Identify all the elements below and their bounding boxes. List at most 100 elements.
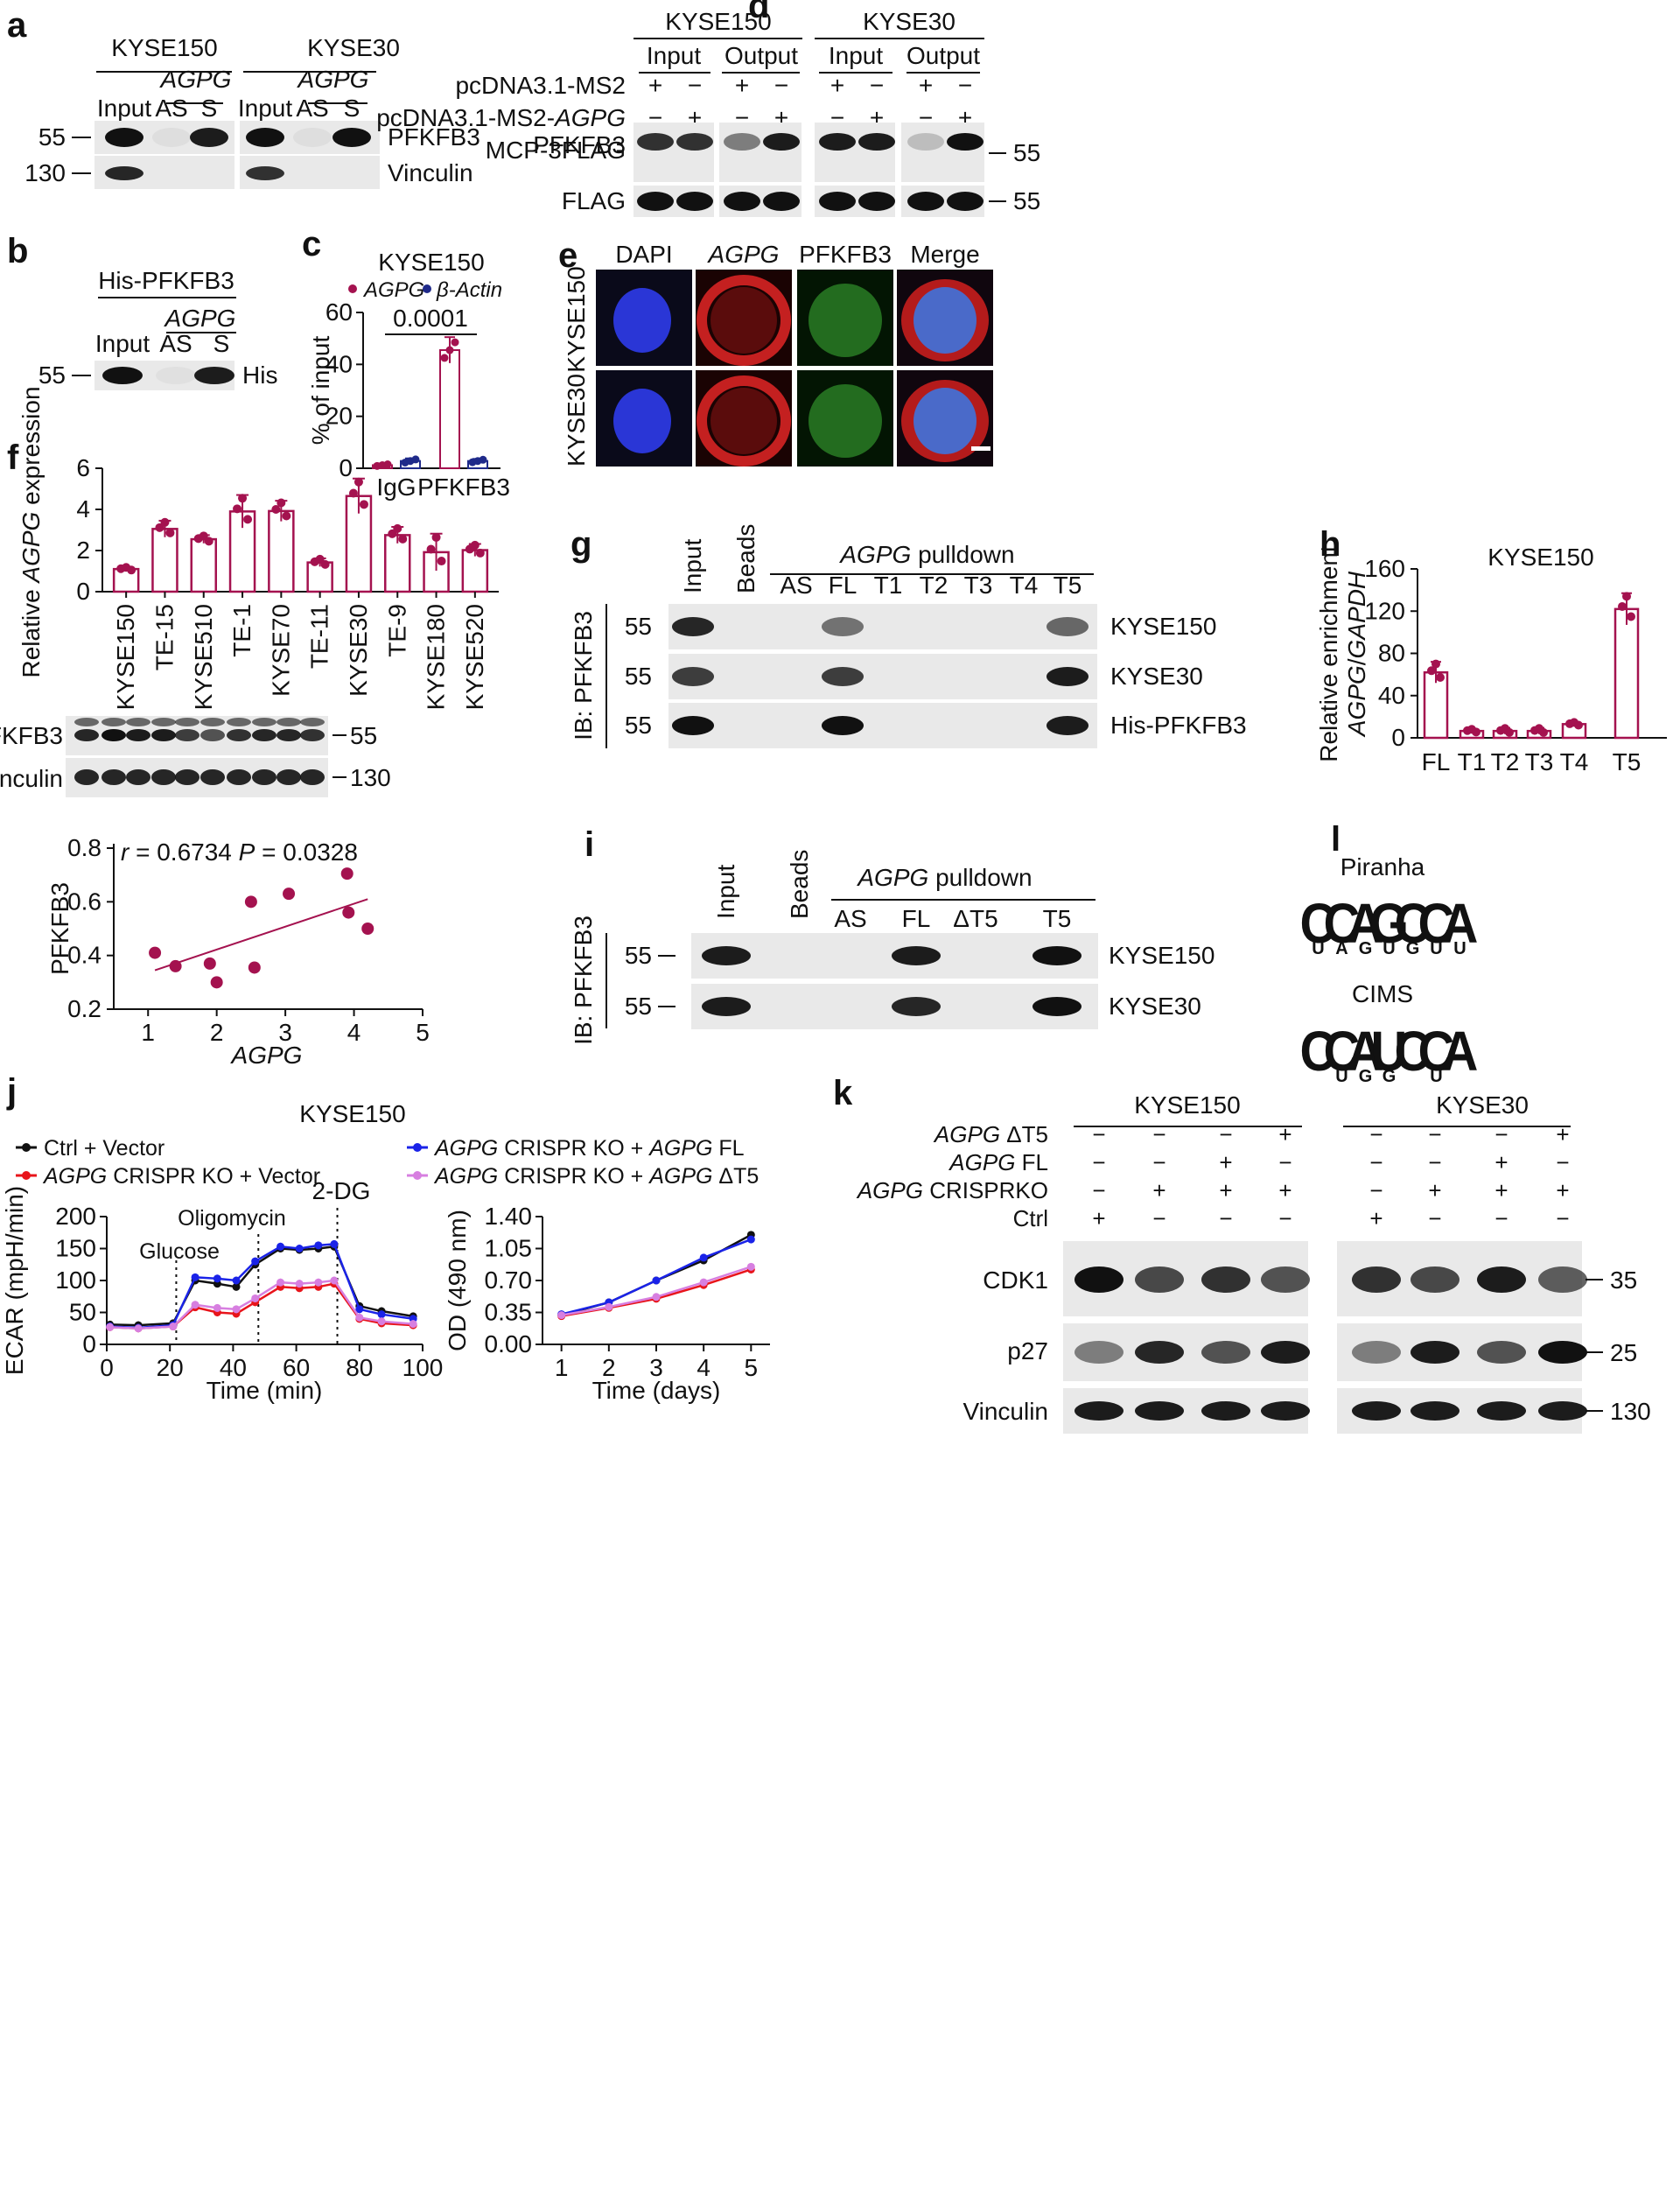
agpg-signal-inner [710,287,777,354]
panel-d-blot-top-3 [901,123,984,182]
panel-j-legend-0: Ctrl + Vector [44,1136,164,1161]
panel-f-point [271,505,281,514]
panel-g-mw-1: 55 [625,663,652,690]
panel-g-row-2: His-PFKFB3 [1110,712,1247,739]
panel-a-band-pfkfb3-1 [152,128,191,147]
panel-fs-xlabel: AGPG [230,1042,303,1069]
panel-k-rowlabel-1: AGPG FL [948,1149,1048,1175]
panel-f-band-upper [175,718,200,726]
panel-a-band-pfkfb3-3 [246,128,284,147]
panel-d-sign: + [735,72,749,99]
panel-k-band-p27 [1477,1341,1526,1364]
panel-fs-stats: r = 0.6734 P = 0.0328 [121,838,358,866]
panel-a-agpg-2: AGPG [297,66,369,93]
panel-d-sign: + [919,72,933,99]
panel-c-bar [439,349,460,469]
panel-k-sign: − [1219,1205,1232,1231]
motif-letter-sub: U [1453,939,1466,958]
panel-c-xticklabel: IgG [376,474,416,501]
panel-k-band-p27 [1352,1341,1401,1364]
panel-c-ylabel: % of input [307,336,334,446]
panel-h-point [1427,666,1436,676]
panel-f-bar [268,509,295,593]
panel-k-band-cdk1 [1538,1266,1587,1293]
panel-f-yticklabel: 4 [76,495,90,523]
panel-g-band [672,716,714,735]
panel-e-row-1: KYSE30 [563,374,590,467]
panel-fs-point [342,906,355,919]
panel-a-lane-5: S [344,95,360,122]
panel-d-sign: + [830,72,844,99]
panel-f-band-pfkfb3 [200,729,225,741]
panel-a-protein-vinculin: Vinculin [388,159,473,186]
panel-h-point [1622,592,1631,601]
panel-fs-point [203,957,216,970]
panel-f-band-upper [300,718,325,726]
panel-k-sign: − [1092,1177,1105,1203]
panel-i-band [1032,997,1082,1016]
panel-k-rowlabel-3: Ctrl [1013,1205,1048,1231]
panel-k-band-cdk1 [1477,1266,1526,1293]
panel-j-od-xticklabel: 3 [649,1354,663,1381]
panel-k-sign: − [1556,1149,1569,1175]
panel-g-lane-8: T5 [1054,572,1082,599]
panel-i-lane-4: ΔT5 [953,905,998,932]
panel-h-yticklabel: 0 [1391,724,1405,751]
panel-j-ecar-yticklabel: 150 [55,1235,96,1262]
panel-fs-xticklabel: 3 [278,1019,292,1046]
motif-letter-sub: G [1359,939,1373,958]
panel-k-band-vinculin [1410,1401,1460,1421]
panel-label-l: l [1331,820,1340,859]
panel-f-point [276,498,286,508]
motif-letter-sub: U [1382,939,1395,958]
panel-i-lane-1: Beads [786,850,813,919]
panel-k-band-cdk1 [1135,1266,1184,1293]
panel-fs-xticklabel: 1 [141,1019,155,1046]
panel-g-lane-0: Input [679,539,706,593]
panel-k-sign: − [1152,1205,1166,1231]
panel-a-lane-4: AS [296,95,328,122]
panel-h-xticklabel: T1 [1458,748,1487,775]
panel-f-ylabel: Relative AGPG expression [18,386,45,677]
panel-f-band-upper [227,718,251,726]
panel-g-mw-0: 55 [625,613,652,640]
panel-j-ecar-series [109,1243,414,1330]
panel-f-band-upper [102,718,126,726]
motif-letter: A [1442,892,1479,954]
panel-f-bar [151,528,178,593]
panel-j-ecar-yticklabel: 100 [55,1266,96,1294]
motif-letter: C [1395,1020,1432,1082]
panel-d-cell-kyse150: KYSE150 [665,8,771,35]
panel-i-row-0: KYSE150 [1109,942,1214,969]
panel-a-band-pfkfb3-2 [190,128,228,147]
panel-d-rowlabel-1: pcDNA3.1-MS2-AGPG [376,104,626,131]
panel-d-band-flag-5 [858,192,895,211]
motif-letter: C [1395,892,1432,954]
panel-d-band-flag-6 [907,192,944,211]
panel-d-protein-flag: FLAG [562,187,626,214]
panel-i-band [892,997,941,1016]
panel-fs-yticklabel: 0.2 [67,995,102,1022]
motif-letter: G [1369,892,1409,954]
panel-a-band-pfkfb3-4 [293,128,332,147]
panel-j-ecar-xticklabel: 40 [220,1354,247,1381]
panel-e-col-2: PFKFB3 [799,241,892,268]
panel-g-lane-2: AS [780,572,812,599]
panel-k-sign: + [1369,1205,1382,1231]
panel-fs-point [283,888,296,901]
panel-k-sign: − [1092,1121,1105,1147]
panel-b-mw: 55 [38,361,66,389]
panel-f-bar [384,534,411,593]
panel-d-band-pfkfb3-2 [724,133,760,151]
panel-h-ylabel2: AGPG/GAPDH [1343,571,1370,738]
panel-a-cell-kyse30: KYSE30 [307,34,400,61]
panel-j-od-xlabel: Time (days) [592,1377,721,1404]
panel-f-point [165,528,175,537]
panel-f-point [238,494,248,503]
panel-k-band-vinculin [1261,1401,1310,1421]
panel-f-band-vinculin [126,769,150,785]
panel-f-point [282,511,291,521]
panel-f-point [431,532,441,542]
panel-f-band-upper [126,718,150,726]
panel-h-point [1618,601,1627,611]
